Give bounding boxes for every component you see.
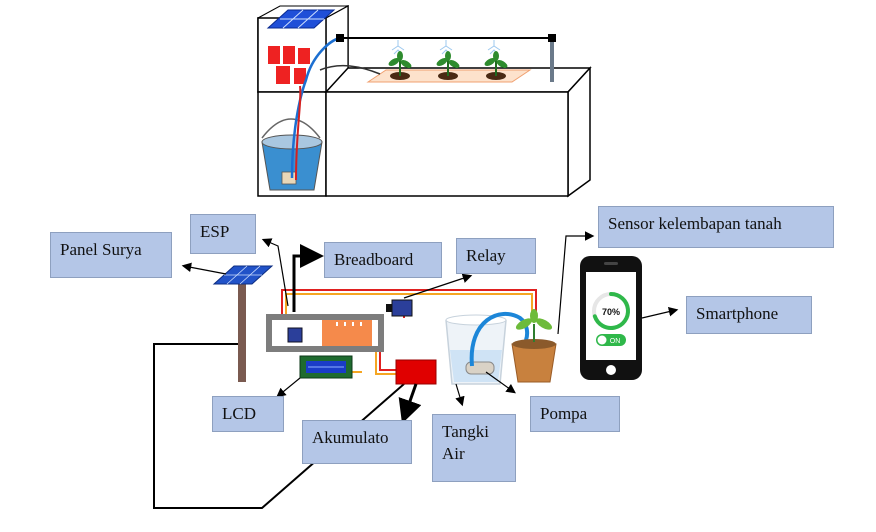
label-breadboard: Breadboard (324, 242, 442, 278)
toggle-text: ON (610, 338, 621, 345)
planter-box (324, 66, 592, 198)
breadboard-icon (266, 314, 384, 352)
label-smartphone: Smartphone (686, 296, 812, 334)
smartphone-icon: 70% ON (580, 256, 642, 380)
moisture-gauge-arc (592, 292, 630, 330)
label-akumulator: Akumulato (302, 420, 412, 464)
moisture-value: 70% (602, 307, 620, 317)
blue-pipe (290, 36, 341, 179)
red-modules (268, 46, 310, 84)
pump-hose (469, 312, 530, 367)
label-sensor: Sensor kelembapan tanah (598, 206, 834, 248)
label-esp: ESP (190, 214, 256, 254)
sprinklers (391, 40, 501, 55)
accumulator-icon (395, 359, 437, 385)
red-wire-top (295, 85, 302, 181)
accumulator-loop-wire (153, 343, 405, 509)
potted-plant-icon (511, 309, 557, 383)
solar-panel-top-icon (266, 9, 336, 29)
label-tangki-air: Tangki Air (432, 414, 516, 482)
label-lcd: LCD (212, 396, 284, 432)
solar-panel-icon (212, 265, 274, 382)
relay-icon (386, 299, 413, 317)
greenhouse-illustration (257, 4, 592, 198)
esp-chip-icon (287, 327, 303, 343)
plants-top (388, 51, 508, 80)
leader-arrows (181, 231, 679, 424)
lcd-icon (299, 355, 353, 379)
label-pompa: Pompa (530, 396, 620, 432)
label-panel-surya: Panel Surya (50, 232, 172, 278)
water-tank-icon (445, 314, 507, 385)
label-relay: Relay (456, 238, 536, 274)
